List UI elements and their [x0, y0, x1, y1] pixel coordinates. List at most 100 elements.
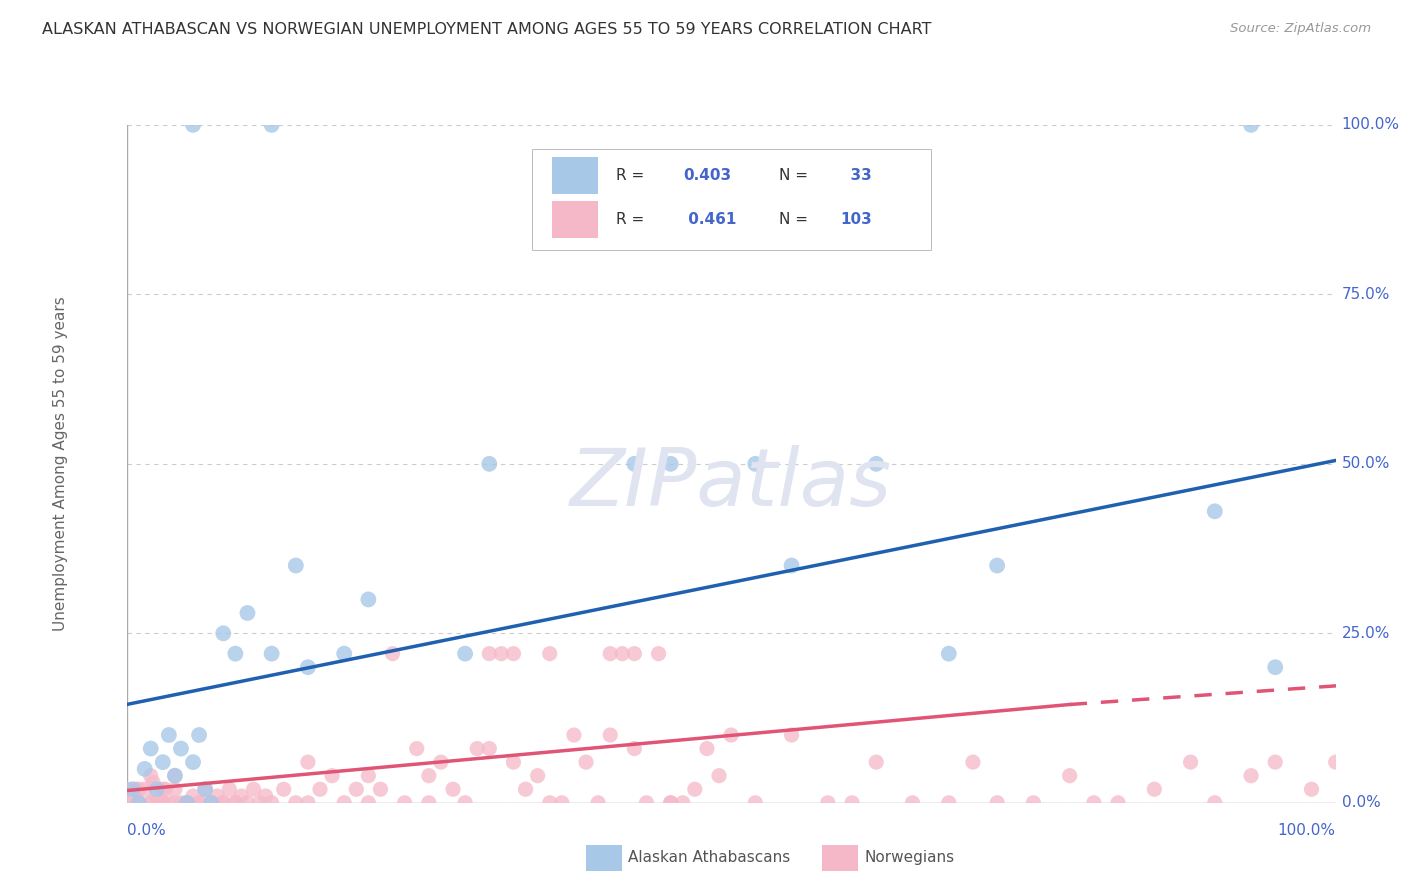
Text: R =: R = — [616, 169, 650, 183]
Point — [586, 796, 609, 810]
Point — [121, 782, 143, 797]
Point — [707, 769, 730, 783]
Text: 33: 33 — [839, 169, 872, 183]
Point — [142, 775, 165, 789]
Point — [659, 457, 682, 471]
Point — [938, 796, 960, 810]
Point — [297, 755, 319, 769]
Point — [194, 782, 217, 797]
Point — [817, 796, 839, 810]
Point — [357, 592, 380, 607]
Point — [157, 796, 180, 810]
Point — [454, 796, 477, 810]
Point — [176, 796, 198, 810]
Point — [538, 796, 561, 810]
Point — [575, 755, 598, 769]
Text: Norwegians: Norwegians — [865, 849, 955, 864]
Point — [212, 796, 235, 810]
Point — [901, 796, 924, 810]
Point — [163, 782, 186, 797]
Point — [212, 626, 235, 640]
Point — [502, 755, 524, 769]
FancyBboxPatch shape — [586, 845, 623, 871]
FancyBboxPatch shape — [553, 157, 598, 194]
Point — [152, 755, 174, 769]
Point — [478, 647, 501, 661]
Point — [152, 796, 174, 810]
Text: Unemployment Among Ages 55 to 59 years: Unemployment Among Ages 55 to 59 years — [52, 296, 67, 632]
Point — [163, 769, 186, 783]
Point — [672, 796, 695, 810]
Point — [454, 647, 477, 661]
Point — [333, 647, 356, 661]
Point — [194, 782, 217, 797]
Point — [200, 796, 222, 810]
Point — [659, 796, 682, 810]
Point — [205, 789, 228, 803]
Point — [1324, 755, 1347, 769]
Text: ALASKAN ATHABASCAN VS NORWEGIAN UNEMPLOYMENT AMONG AGES 55 TO 59 YEARS CORRELATI: ALASKAN ATHABASCAN VS NORWEGIAN UNEMPLOY… — [42, 22, 932, 37]
Text: N =: N = — [779, 212, 813, 227]
Point — [128, 796, 150, 810]
Point — [744, 796, 766, 810]
Point — [309, 782, 332, 797]
Text: Source: ZipAtlas.com: Source: ZipAtlas.com — [1230, 22, 1371, 36]
Point — [599, 647, 621, 661]
Point — [181, 755, 204, 769]
Point — [134, 782, 156, 797]
Text: Alaskan Athabascans: Alaskan Athabascans — [628, 849, 790, 864]
Point — [1022, 796, 1045, 810]
Point — [224, 796, 246, 810]
Text: 0.403: 0.403 — [683, 169, 731, 183]
Point — [478, 457, 501, 471]
Point — [236, 796, 259, 810]
Point — [986, 558, 1008, 573]
Point — [155, 782, 177, 797]
Point — [212, 796, 235, 810]
Point — [146, 782, 169, 797]
Point — [1143, 782, 1166, 797]
Point — [200, 796, 222, 810]
Point — [865, 755, 887, 769]
Point — [623, 741, 645, 756]
Point — [297, 796, 319, 810]
Point — [1059, 769, 1081, 783]
Point — [865, 457, 887, 471]
Point — [115, 796, 138, 810]
Point — [720, 728, 742, 742]
Point — [418, 796, 440, 810]
Point — [1264, 755, 1286, 769]
Point — [683, 782, 706, 797]
Point — [551, 796, 574, 810]
Point — [152, 796, 174, 810]
Point — [1240, 769, 1263, 783]
Point — [284, 558, 307, 573]
Text: 0.461: 0.461 — [683, 212, 737, 227]
Point — [200, 796, 222, 810]
Point — [333, 796, 356, 810]
Point — [986, 796, 1008, 810]
Point — [139, 769, 162, 783]
Point — [284, 796, 307, 810]
Point — [188, 796, 211, 810]
FancyBboxPatch shape — [821, 845, 858, 871]
Point — [128, 796, 150, 810]
Point — [260, 647, 283, 661]
Point — [502, 647, 524, 661]
Point — [128, 782, 150, 797]
Point — [152, 782, 174, 797]
Point — [938, 647, 960, 661]
Point — [321, 769, 343, 783]
Point — [430, 755, 453, 769]
Point — [780, 558, 803, 573]
Point — [394, 796, 416, 810]
Point — [418, 769, 440, 783]
Point — [254, 789, 277, 803]
Point — [405, 741, 427, 756]
Point — [636, 796, 658, 810]
Point — [242, 782, 264, 797]
Point — [491, 647, 513, 661]
Point — [357, 796, 380, 810]
Point — [465, 741, 488, 756]
Point — [962, 755, 984, 769]
